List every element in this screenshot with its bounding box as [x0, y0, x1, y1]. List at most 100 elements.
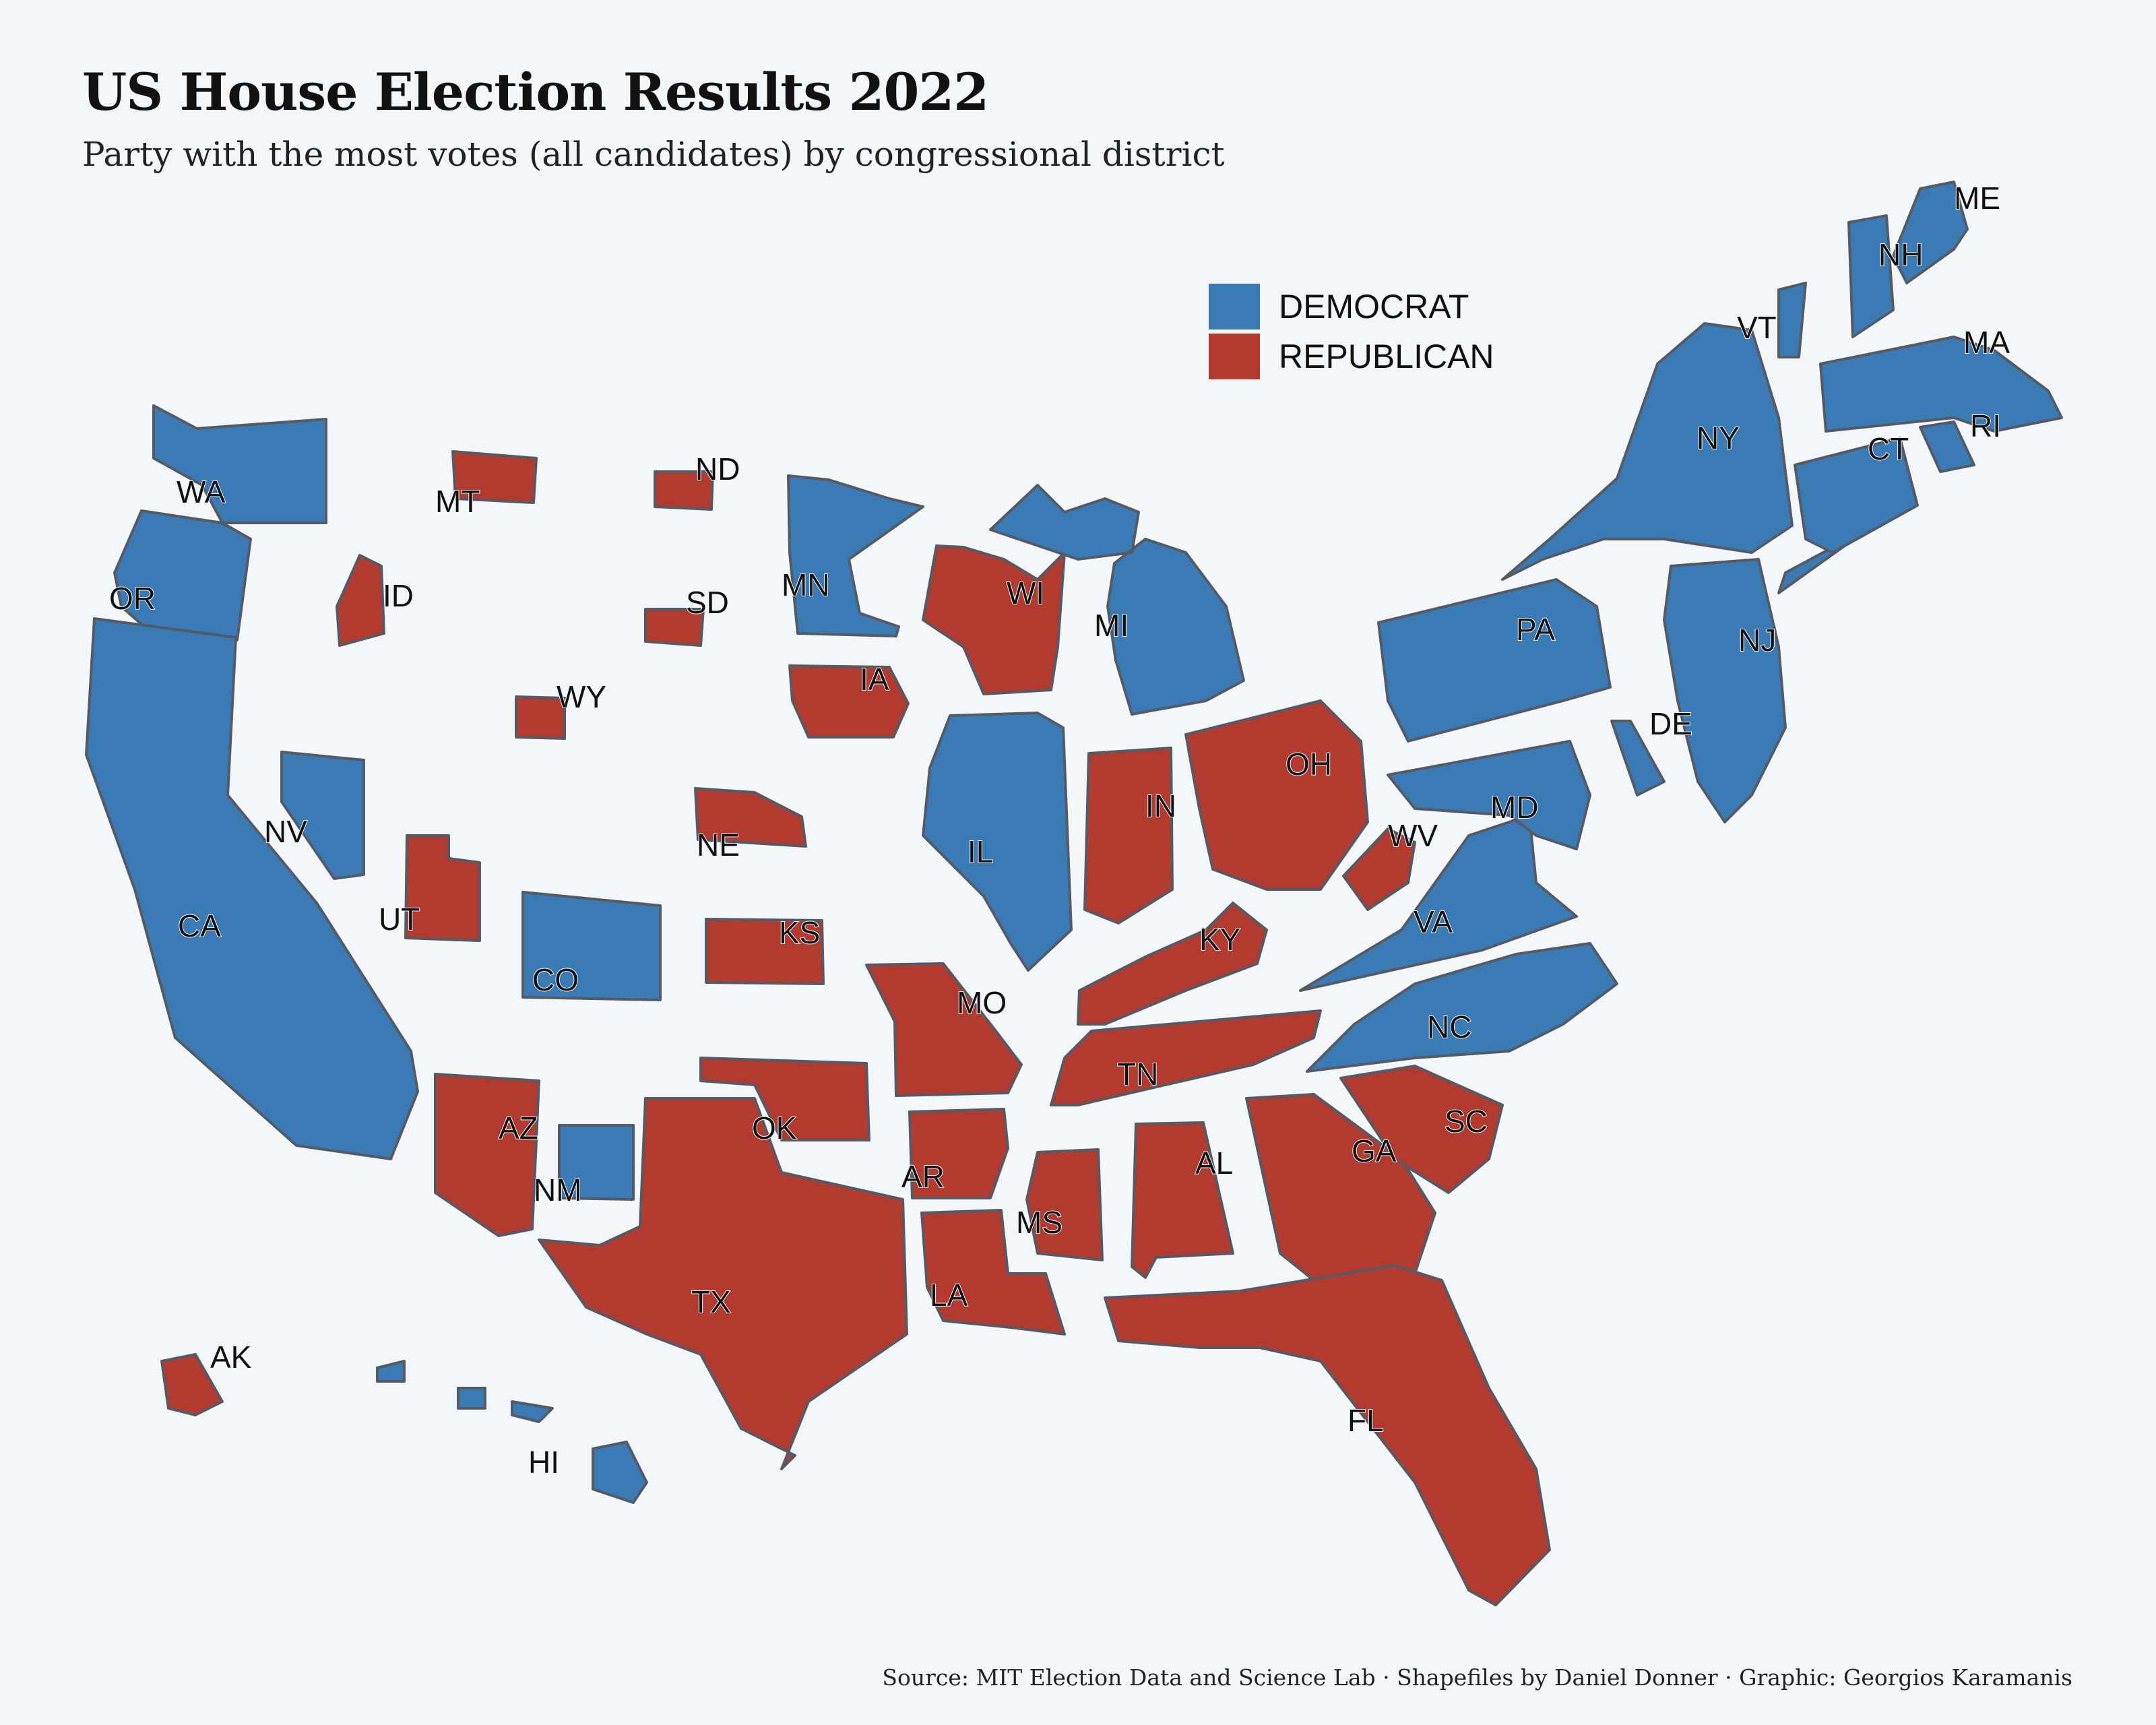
state-shape-va — [1299, 814, 1578, 992]
state-label-ut: UT — [379, 902, 420, 937]
state-shape-ok — [699, 1057, 870, 1141]
state-shape-hi — [376, 1360, 648, 1504]
state-shape-ut — [404, 834, 481, 942]
state-label-nd: ND — [695, 451, 740, 487]
state-shape-il — [922, 712, 1073, 972]
state-label-tx: TX — [691, 1284, 731, 1319]
state-label-me: ME — [1954, 181, 2000, 216]
state-label-ct: CT — [1868, 431, 1909, 466]
state-shape-ne — [694, 787, 807, 848]
map-title: US House Election Results 2022 — [82, 62, 989, 122]
state-label-wa: WA — [177, 474, 226, 509]
legend: DEMOCRAT REPUBLICAN — [1209, 282, 1494, 381]
state-shape-ia — [788, 664, 910, 739]
state-label-in: IN — [1145, 788, 1176, 823]
state-label-az: AZ — [499, 1110, 538, 1146]
state-label-oh: OH — [1286, 747, 1332, 782]
state-label-sc: SC — [1445, 1104, 1488, 1139]
state-label-de: DE — [1649, 706, 1692, 741]
state-shape-ms — [1025, 1148, 1104, 1261]
state-label-nv: NV — [264, 814, 307, 849]
state-shape-nd — [654, 470, 714, 511]
state-shape-mn — [787, 474, 924, 637]
state-shape-wa — [152, 404, 327, 524]
state-shape-sc — [1339, 1065, 1504, 1194]
state-label-ms: MS — [1016, 1205, 1063, 1240]
state-shape-ct — [1794, 437, 1919, 554]
state-shape-ar — [908, 1108, 1009, 1199]
legend-label-democrat: DEMOCRAT — [1279, 288, 1469, 325]
state-shape-mo — [865, 962, 1023, 1097]
map-subtitle: Party with the most votes (all candidate… — [82, 135, 1225, 174]
state-label-nj: NJ — [1738, 623, 1776, 658]
state-shape-az — [434, 1073, 540, 1237]
legend-label-republican: REPUBLICAN — [1279, 338, 1494, 375]
state-shape-tn — [1050, 1009, 1322, 1106]
state-label-fl: FL — [1348, 1403, 1384, 1438]
state-shape-md — [1387, 740, 1591, 850]
state-shape-wv — [1342, 827, 1416, 911]
state-label-wi: WI — [1007, 575, 1044, 610]
state-label-ga: GA — [1352, 1133, 1397, 1168]
state-label-ky: KY — [1199, 922, 1240, 957]
state-shape-ak — [160, 1353, 224, 1416]
state-shape-wi — [922, 544, 1066, 695]
state-shape-nh — [1847, 214, 1895, 338]
state-shape-ky — [1077, 902, 1268, 1026]
state-label-or: OR — [109, 581, 156, 616]
state-label-wv: WV — [1388, 818, 1438, 853]
state-shape-wy — [515, 695, 566, 740]
state-label-wy: WY — [557, 679, 606, 714]
state-label-pa: PA — [1516, 612, 1555, 647]
state-label-va: VA — [1414, 904, 1453, 939]
state-label-ca: CA — [178, 908, 221, 943]
state-label-ar: AR — [901, 1159, 945, 1194]
legend-swatch-democrat — [1209, 284, 1260, 330]
state-label-mn: MN — [782, 567, 830, 602]
state-shape-ca — [85, 617, 419, 1160]
source-caption: Source: MIT Election Data and Science La… — [882, 1664, 2072, 1691]
state-label-ia: IA — [860, 662, 889, 697]
state-label-md: MD — [1490, 790, 1539, 825]
state-label-nc: NC — [1427, 1009, 1471, 1044]
state-shape-mi — [989, 484, 1245, 716]
legend-item-democrat: DEMOCRAT — [1209, 282, 1494, 332]
state-label-vt: VT — [1737, 310, 1777, 345]
state-shape-nc — [1306, 942, 1618, 1073]
state-label-ak: AK — [210, 1340, 252, 1375]
state-shape-vt — [1777, 282, 1807, 358]
state-label-mo: MO — [957, 985, 1007, 1020]
state-shape-in — [1083, 747, 1174, 924]
state-label-ny: NY — [1697, 420, 1740, 456]
state-shape-oh — [1184, 699, 1369, 891]
state-shape-fl — [1104, 1264, 1551, 1606]
state-shape-ri — [1919, 420, 1975, 473]
state-shape-tx — [538, 1097, 908, 1470]
state-label-tn: TN — [1117, 1057, 1158, 1092]
state-label-ma: MA — [1963, 325, 2010, 360]
state-label-nm: NM — [534, 1172, 582, 1208]
legend-swatch-republican — [1209, 334, 1260, 379]
state-label-nh: NH — [1878, 237, 1923, 272]
state-label-ri: RI — [1970, 408, 2001, 443]
state-label-ne: NE — [697, 827, 740, 862]
state-shape-mt — [451, 450, 538, 504]
state-label-ks: KS — [779, 915, 820, 950]
legend-item-republican: REPUBLICAN — [1209, 332, 1494, 381]
state-shape-co — [521, 891, 662, 1001]
state-shape-ks — [705, 918, 825, 985]
state-shape-ma — [1819, 336, 2063, 433]
state-label-ok: OK — [752, 1110, 797, 1146]
state-label-co: CO — [532, 962, 579, 997]
state-label-al: AL — [1195, 1146, 1233, 1181]
state-label-hi: HI — [528, 1445, 559, 1480]
state-shape-de — [1610, 720, 1666, 796]
state-label-mt: MT — [435, 484, 480, 519]
state-shape-sd — [644, 608, 705, 647]
state-shape-nm — [558, 1124, 635, 1201]
state-label-il: IL — [968, 834, 993, 869]
state-shape-pa — [1377, 578, 1612, 743]
state-shape-la — [920, 1209, 1066, 1336]
state-shape-nj — [1663, 558, 1787, 823]
